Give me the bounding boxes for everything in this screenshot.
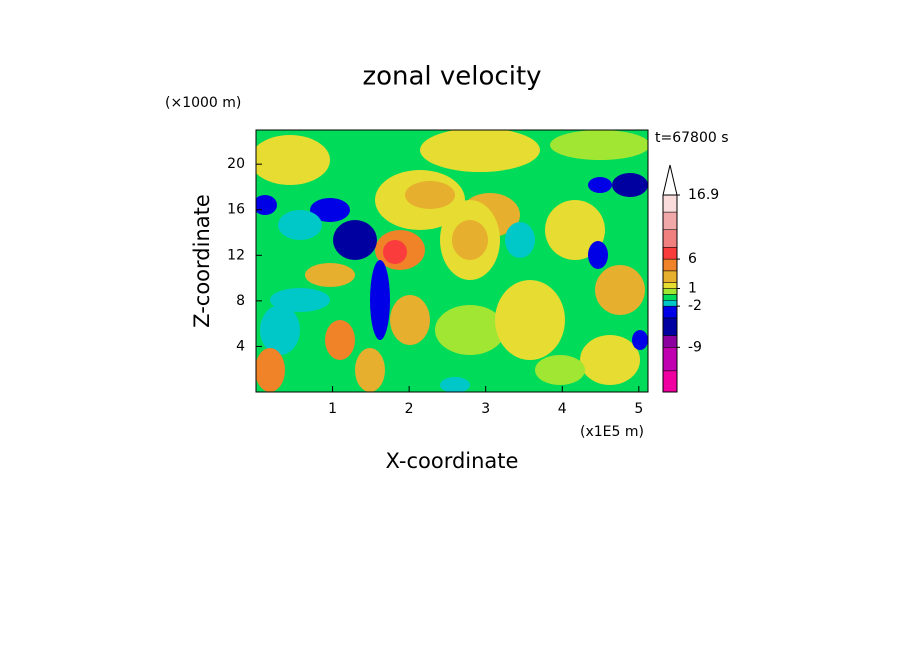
colorbar-label: 6 (688, 251, 697, 267)
plot-frame (255, 129, 649, 393)
colorbar-label: 16.9 (688, 187, 719, 203)
colorbar-label: -2 (688, 298, 702, 314)
colorbar-label: 1 (688, 281, 697, 297)
colorbar-box (662, 294, 678, 301)
y-unit: (×1000 m) (165, 95, 241, 111)
colorbar-label: -9 (688, 339, 702, 355)
colorbar-frame (662, 194, 678, 393)
colorbar-arrow (662, 164, 678, 196)
colorbar-box (662, 282, 678, 289)
colorbar-box (662, 270, 678, 283)
x-tick-label: 3 (481, 401, 490, 417)
colorbar-box (662, 370, 678, 393)
y-tick-label: 12 (227, 247, 245, 263)
colorbar-box (662, 229, 678, 248)
y-tick-label: 16 (227, 202, 245, 218)
x-axis-title: X-coordinate (386, 449, 519, 473)
colorbar-box (662, 305, 678, 319)
x-tick-label: 5 (634, 401, 643, 417)
colorbar-box (662, 288, 678, 295)
contour-field (256, 130, 648, 392)
x-tick-label: 4 (558, 401, 567, 417)
x-tick-label: 1 (328, 401, 337, 417)
colorbar-box (662, 347, 678, 372)
colorbar-box (662, 211, 678, 230)
chart-title: zonal velocity (362, 62, 541, 92)
y-tick-label: 8 (236, 293, 245, 309)
y-axis-title: Z-coordinate (190, 194, 214, 328)
y-tick-label: 4 (236, 338, 245, 354)
colorbar-box (662, 300, 678, 307)
colorbar-box (662, 194, 678, 213)
colorbar-box (662, 317, 678, 336)
x-unit: (x1E5 m) (580, 424, 644, 440)
time-label: t=67800 s (655, 130, 729, 146)
x-tick-label: 2 (405, 401, 414, 417)
colorbar-box (662, 247, 678, 260)
colorbar-box (662, 258, 678, 272)
colorbar-box (662, 335, 678, 348)
y-tick-label: 20 (227, 156, 245, 172)
